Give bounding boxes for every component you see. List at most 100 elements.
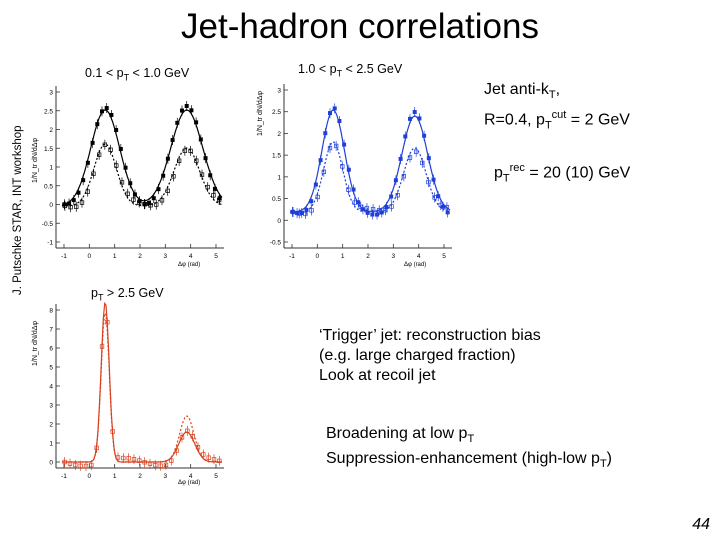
p1-y-tick-label: -0.5 [42, 221, 54, 228]
panel3-label: pT > 2.5 GeV [91, 286, 164, 303]
p2-point [422, 133, 427, 138]
p1-point-open [194, 158, 199, 163]
p1-point [114, 127, 119, 132]
p2-point-open [444, 205, 450, 210]
p1-point-open [125, 191, 130, 196]
p2-point-open [370, 206, 376, 212]
p3-point-open [105, 320, 110, 325]
p1-x-tick-label: 1 [113, 253, 117, 260]
p2-x-tick-label: -1 [289, 253, 295, 260]
p1-point [109, 112, 114, 117]
p2-point-open [290, 209, 296, 215]
p1-point [76, 190, 81, 195]
p3-point-open [73, 462, 78, 468]
p2-point-open [364, 205, 370, 211]
panel1-plot: 1/N_tr dN/dΔφ Δφ (rad) -1 -0.5 0 0.5 1 1.5 2 2.… [32, 86, 224, 268]
p2-point [360, 207, 365, 212]
p2-point [342, 142, 347, 147]
p3-point-open [217, 458, 222, 464]
p1-point [95, 122, 100, 127]
panel3-plot: 1/N_tr dN/dΔφ Δφ (rad) 0 1 2 3 4 5 6 7 8 -1 0 1 2 3 4 5 [32, 301, 224, 486]
p2-point-open [334, 143, 339, 149]
p2-point [375, 212, 380, 217]
p1-point-open [188, 148, 193, 154]
p2-x-tick-label: 1 [341, 253, 345, 260]
p1-y-tick-label: 3 [49, 90, 53, 97]
p3-point-open [206, 455, 211, 460]
p3-point-open [131, 457, 137, 462]
p1-point [198, 137, 203, 142]
p3-point-open [190, 434, 195, 439]
panel2-x-axis-label: Δφ (rad) [404, 262, 426, 268]
p1-point-open [102, 142, 108, 147]
p3-point-open [163, 462, 169, 468]
p3-point-open [137, 458, 142, 463]
p2-y-tick-label: 2 [277, 131, 281, 138]
p2-point [332, 106, 337, 111]
p2-point-open [358, 204, 363, 210]
p2-point-open [297, 211, 302, 216]
p2-point-open [426, 179, 431, 185]
p3-point-open [195, 444, 201, 450]
p2-y-tick-label: 1 [277, 174, 281, 181]
p3-point-open [99, 344, 105, 349]
jet-info-line2: R=0.4, pTcut = 2 GeV [484, 105, 630, 136]
p3-y-tick-label: 8 [49, 308, 53, 315]
p3-y-tick-label: 4 [49, 384, 53, 391]
p2-point [431, 177, 436, 182]
p2-point-open [414, 149, 419, 154]
p3-point-open [62, 459, 67, 465]
panel2-label-prefix: 1.0 < p [298, 62, 337, 76]
p2-point-open [327, 145, 333, 151]
p2-point [304, 207, 309, 212]
panel1-label-sub: T [123, 72, 130, 83]
panel2-plot: 1/N_tr dN/dΔφ Δφ (rad) -0.5 0 0.5 1 1.5 2 2.5 3… [257, 84, 452, 268]
p1-point [161, 173, 166, 178]
p2-point-open [438, 202, 443, 208]
p2-point [309, 199, 314, 204]
p3-point-open [185, 428, 190, 433]
p2-point [365, 210, 370, 215]
p1-point [132, 192, 137, 197]
p1-point [194, 120, 199, 125]
panel1-y-axis-label: 1/N_tr dN/dΔφ [32, 138, 39, 183]
p2-point [295, 211, 300, 216]
p1-point-open [159, 198, 165, 203]
p2-point-open [407, 155, 413, 160]
p1-point-open [131, 197, 136, 202]
panel1-label-prefix: 0.1 < p [85, 66, 124, 80]
p3-y-tick-label: 1 [49, 441, 53, 448]
panel2-label-suffix: < 2.5 GeV [342, 62, 403, 76]
jet-algo-sub: T [548, 89, 556, 102]
p1-point-open [119, 180, 125, 185]
p3-x-tick-label: -1 [61, 473, 67, 480]
p1-point [203, 156, 208, 161]
p3-y-tick-label: 7 [49, 327, 53, 334]
p1-point-open [62, 203, 68, 209]
ptrec-line: pTrec = 20 (10) GeV [494, 158, 630, 189]
jet-cut-sub: T [544, 119, 552, 132]
broadening-line2: Suppression-enhancement (high-low pT) [326, 449, 612, 474]
ptrec-value: = 20 (10) GeV [524, 164, 631, 182]
p3-point-open [158, 463, 163, 468]
p1-point [118, 146, 123, 151]
ptrec-sup: rec [509, 162, 525, 174]
panel3-label-suffix: > 2.5 GeV [103, 286, 164, 300]
p3-point-open [211, 457, 217, 462]
p2-point [346, 167, 351, 172]
p2-point [379, 210, 384, 215]
p1-y-tick-label: 1 [49, 165, 53, 172]
p2-y-tick-label: 2.5 [272, 109, 281, 116]
p3-x-tick-label: 3 [164, 473, 168, 480]
p3-dashed-curve [62, 311, 222, 463]
p3-y-tick-label: 6 [49, 346, 53, 353]
p1-point-open [85, 189, 90, 194]
panel3-label-sub: T [97, 292, 104, 303]
p1-y-tick-label: 2.5 [44, 108, 53, 115]
jet-algo-end: , [555, 81, 561, 98]
p1-dashed-curve [61, 143, 223, 207]
p2-point [370, 212, 375, 217]
p2-point-open [309, 208, 314, 213]
p1-point-open [108, 147, 113, 152]
p3-point-open [147, 461, 153, 467]
